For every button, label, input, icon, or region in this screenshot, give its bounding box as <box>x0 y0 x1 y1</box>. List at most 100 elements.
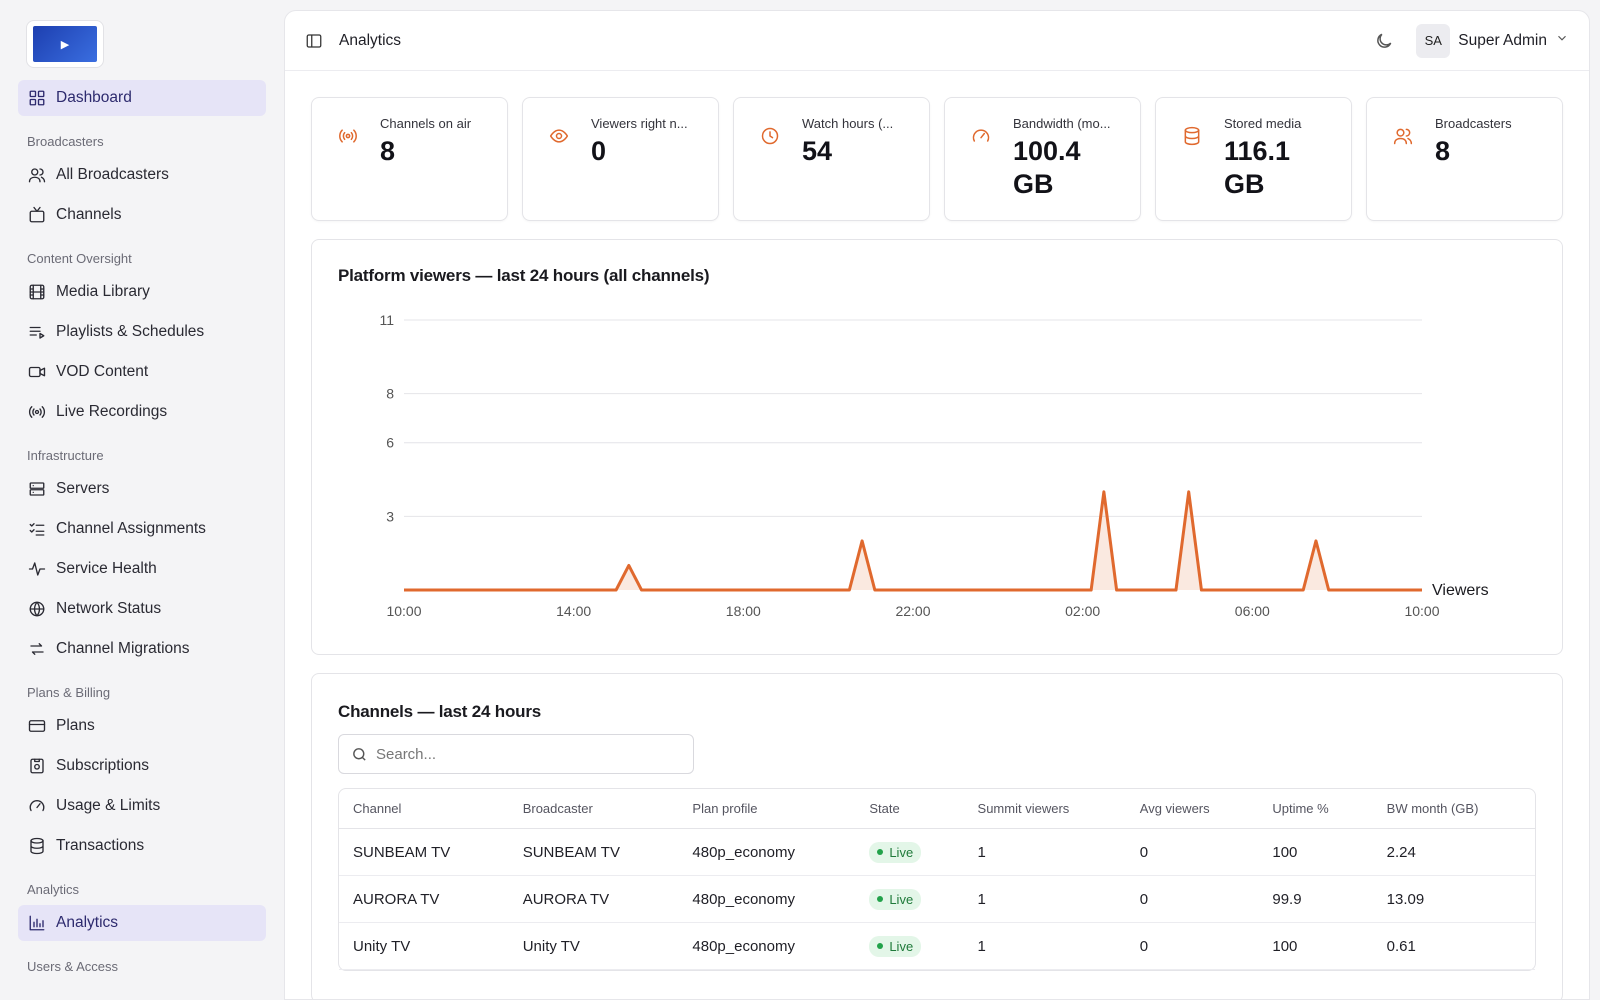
sidebar-item-network-status[interactable]: Network Status <box>18 591 266 627</box>
col-summit-viewers[interactable]: Summit viewers <box>963 789 1126 829</box>
sidebar-item-label: Service Health <box>56 560 157 577</box>
sidebar-item-all-broadcasters[interactable]: All Broadcasters <box>18 157 266 193</box>
topbar: Analytics SA Super Admin <box>285 11 1589 71</box>
cell-plan: 480p_economy <box>678 923 856 970</box>
stat-card-watch-hours: Watch hours (... 54 <box>733 97 930 221</box>
col-broadcaster[interactable]: Broadcaster <box>508 789 679 829</box>
sidebar-item-label: Subscriptions <box>56 757 150 774</box>
stat-label: Broadcasters <box>1435 116 1512 131</box>
stat-label: Viewers right n... <box>591 116 688 131</box>
col-state[interactable]: State <box>855 789 964 829</box>
table-row[interactable]: AURORA TV AURORA TV 480p_economy Live 1 … <box>339 876 1535 923</box>
stats-row: Channels on air 8 Viewers right n... 0 Wat… <box>311 97 1563 221</box>
cell-bw: 2.24 <box>1372 829 1535 876</box>
col-bw-month[interactable]: BW month (GB) <box>1372 789 1535 829</box>
sidebar-item-channels[interactable]: Channels <box>18 197 266 233</box>
sidebar-toggle-icon[interactable] <box>305 31 325 51</box>
cell-peak: 1 <box>963 923 1126 970</box>
sidebar-item-label: Channel Assignments <box>56 520 206 537</box>
sidebar-item-label: Plans <box>56 717 95 734</box>
cell-avg: 0 <box>1125 923 1259 970</box>
stat-label: Stored media <box>1224 116 1302 131</box>
status-label: Live <box>889 891 914 907</box>
status-badge: Live <box>869 841 922 863</box>
col-uptime[interactable]: Uptime % <box>1258 789 1373 829</box>
sidebar-item-subscriptions[interactable]: Subscriptions <box>18 748 266 784</box>
x-tick-label: 06:00 <box>1235 603 1270 619</box>
sidebar-item-plans[interactable]: Plans <box>18 708 266 744</box>
status-dot <box>877 896 884 902</box>
cell-avg: 0 <box>1125 829 1259 876</box>
viewers-chart-card: Platform viewers — last 24 hours (all ch… <box>311 239 1563 655</box>
search-icon <box>353 747 366 761</box>
search-field[interactable] <box>338 734 694 774</box>
sidebar-item-playlists[interactable]: Playlists & Schedules <box>18 314 266 350</box>
y-tick-label: 8 <box>386 386 394 402</box>
globe-icon <box>28 600 46 618</box>
table-row[interactable]: SUNBEAM TV SUNBEAM TV 480p_economy Live … <box>339 829 1535 876</box>
x-tick-label: 10:00 <box>386 603 421 619</box>
sidebar-item-label: Live Recordings <box>56 403 168 420</box>
col-avg-viewers[interactable]: Avg viewers <box>1125 789 1259 829</box>
logo[interactable]: ▶ <box>26 20 104 68</box>
col-plan-profile[interactable]: Plan profile <box>678 789 856 829</box>
x-tick-label: 10:00 <box>1404 603 1439 619</box>
sidebar-item-live-recordings[interactable]: Live Recordings <box>18 394 266 430</box>
stat-card-channels-on-air: Channels on air 8 <box>311 97 508 221</box>
col-channel[interactable]: Channel <box>339 789 509 829</box>
cell-uptime: 100 <box>1258 923 1373 970</box>
table-title: Channels — last 24 hours <box>338 702 542 721</box>
sidebar-item-label: Playlists & Schedules <box>56 323 205 340</box>
status-dot <box>877 849 884 855</box>
playlist-icon <box>28 323 46 341</box>
sidebar: ▶ Dashboard Broadcasters All Broadcaster… <box>0 0 284 1000</box>
chevron-down-icon[interactable] <box>1555 31 1569 50</box>
search-input[interactable] <box>376 745 676 763</box>
sidebar-item-label: Usage & Limits <box>56 797 161 814</box>
cell-channel: AURORA TV <box>339 876 509 923</box>
video-camera-icon <box>28 363 46 381</box>
legend-viewers: Viewers <box>1432 582 1489 599</box>
series-area <box>404 491 1422 590</box>
cell-broadcaster: SUNBEAM TV <box>508 829 679 876</box>
sidebar-item-media-library[interactable]: Media Library <box>18 274 266 310</box>
user-name[interactable]: Super Admin <box>1458 31 1547 49</box>
stat-card-broadcasters: Broadcasters 8 <box>1366 97 1563 221</box>
cell-state: Live <box>855 829 964 876</box>
eye-icon <box>549 126 571 148</box>
stat-card-viewers: Viewers right n... 0 <box>522 97 719 221</box>
sidebar-item-servers[interactable]: Servers <box>18 471 266 507</box>
activity-icon <box>28 560 46 578</box>
page-title: Analytics <box>339 31 402 49</box>
stat-label: Bandwidth (mo... <box>1013 116 1111 131</box>
film-icon <box>28 283 46 301</box>
moon-icon[interactable] <box>1374 30 1396 52</box>
sidebar-item-dashboard[interactable]: Dashboard <box>18 80 266 116</box>
sidebar-item-usage-limits[interactable]: Usage & Limits <box>18 788 266 824</box>
gauge-icon <box>28 797 46 815</box>
cell-peak: 1 <box>963 829 1126 876</box>
sidebar-item-transactions[interactable]: Transactions <box>18 828 266 864</box>
stat-card-bandwidth: Bandwidth (mo... 100.4 GB <box>944 97 1141 221</box>
users-icon <box>28 166 46 184</box>
arrows-swap-icon <box>28 640 46 658</box>
sidebar-item-service-health[interactable]: Service Health <box>18 551 266 587</box>
sidebar-item-analytics[interactable]: Analytics <box>18 905 266 941</box>
stat-value: 8 <box>380 136 396 166</box>
channels-table: Channel Broadcaster Plan profile State S… <box>338 788 1536 971</box>
x-tick-label: 14:00 <box>556 603 591 619</box>
cell-state: Live <box>855 923 964 970</box>
tv-icon <box>28 206 46 224</box>
y-tick-label: 3 <box>386 508 394 524</box>
sidebar-item-vod[interactable]: VOD Content <box>18 354 266 390</box>
status-badge: Live <box>869 935 922 957</box>
sidebar-item-channel-assignments[interactable]: Channel Assignments <box>18 511 266 547</box>
grid-icon <box>28 89 46 107</box>
avatar[interactable]: SA <box>1416 23 1451 58</box>
stat-value: 100.4 GB <box>1013 136 1081 199</box>
sidebar-item-channel-migrations[interactable]: Channel Migrations <box>18 631 266 667</box>
gauge-icon <box>971 126 993 148</box>
status-badge: Live <box>869 888 922 910</box>
section-users: Users & Access <box>27 959 119 974</box>
table-row[interactable]: Unity TV Unity TV 480p_economy Live 1 0 … <box>339 923 1535 970</box>
